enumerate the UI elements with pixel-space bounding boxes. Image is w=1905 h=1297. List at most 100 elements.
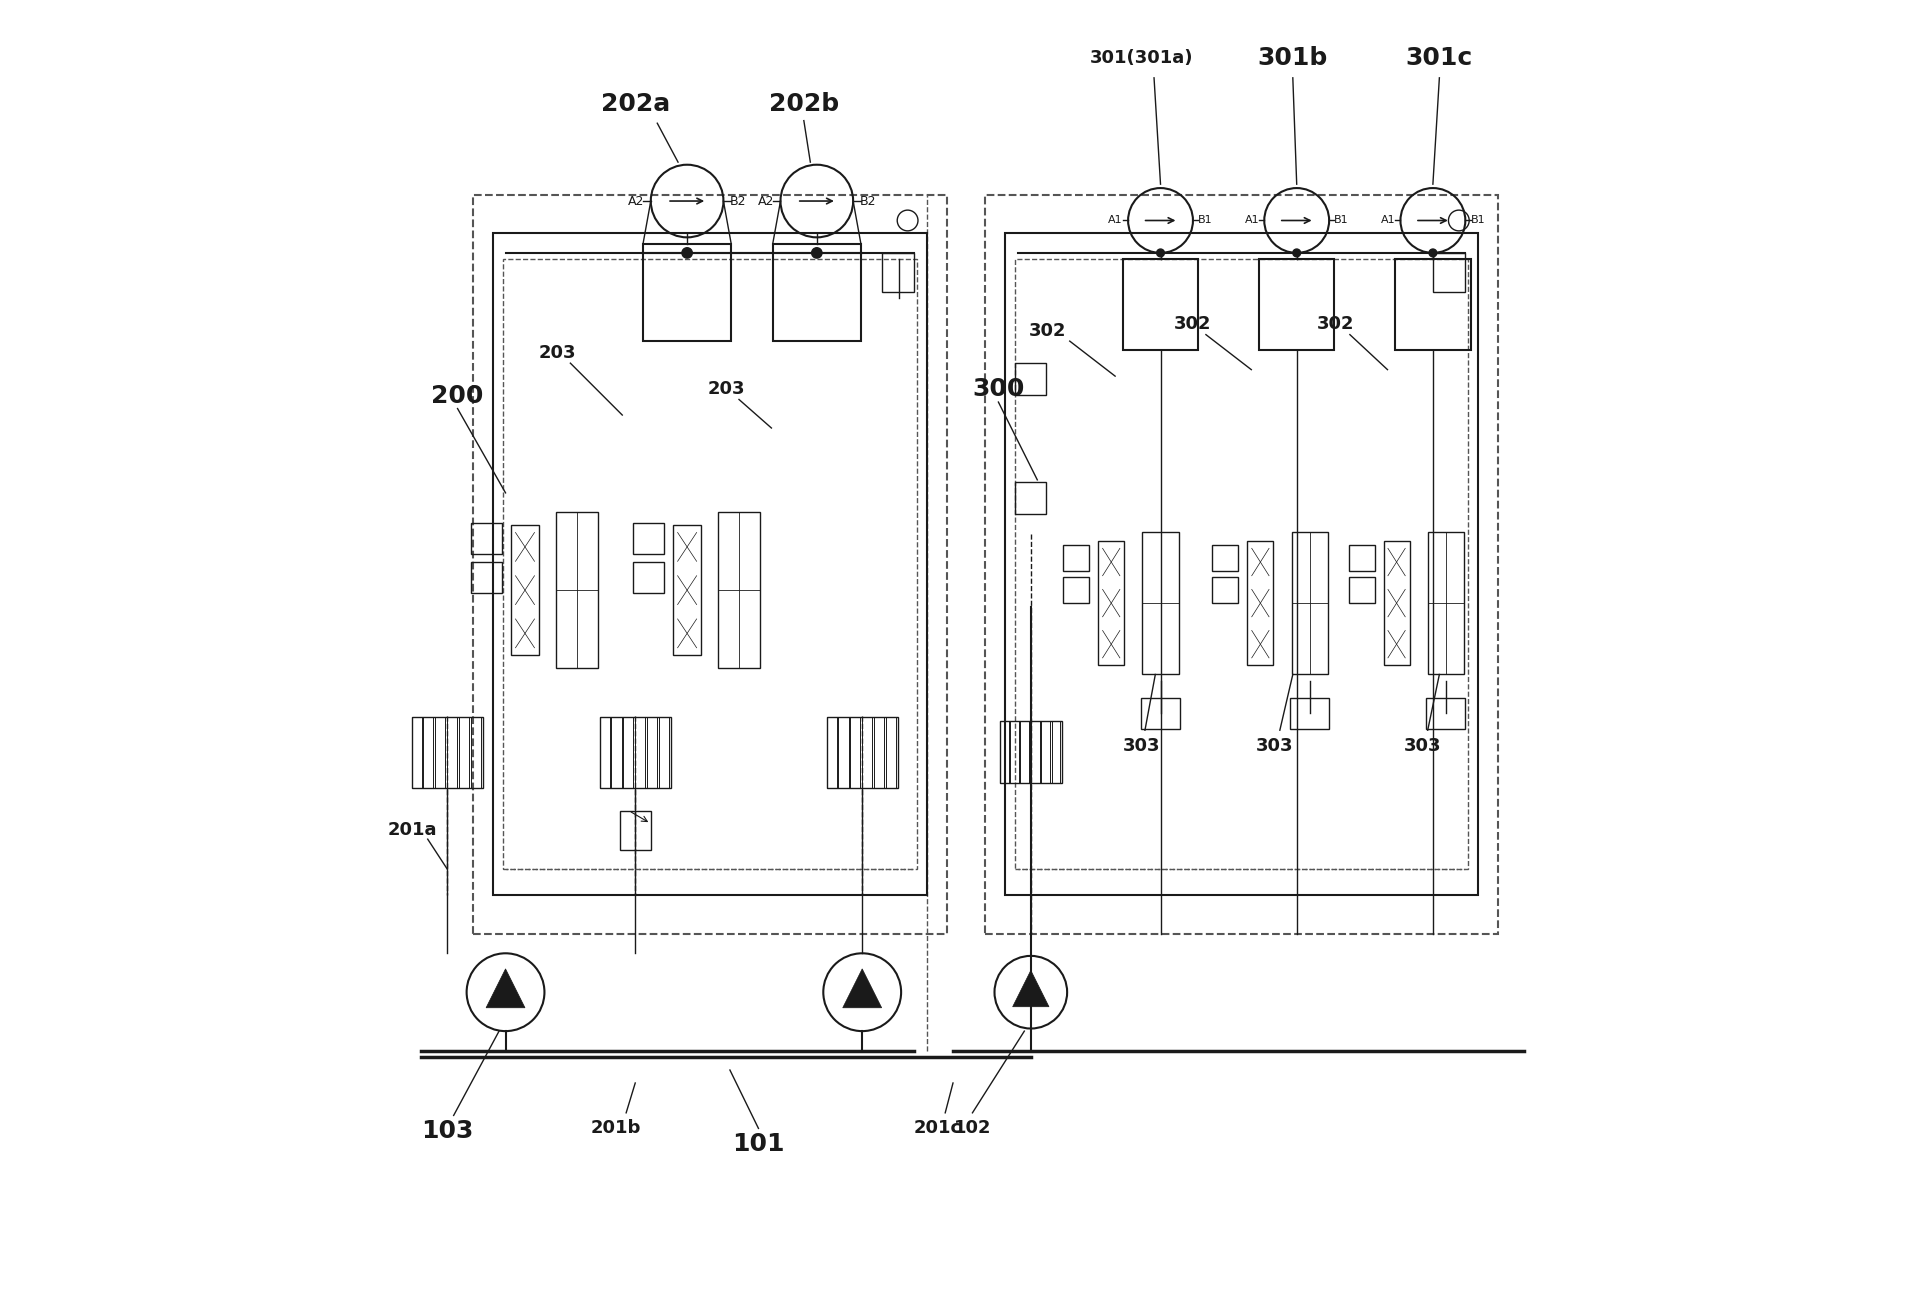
- Bar: [1290, 698, 1328, 729]
- Bar: [1259, 259, 1334, 350]
- Text: 203: 203: [707, 380, 745, 398]
- Text: 301(301a): 301(301a): [1090, 49, 1193, 67]
- Bar: [861, 717, 872, 789]
- Bar: [1052, 721, 1059, 783]
- Bar: [632, 562, 663, 593]
- Circle shape: [682, 248, 692, 258]
- Bar: [623, 717, 632, 789]
- Bar: [471, 523, 501, 554]
- Text: 302: 302: [1316, 315, 1354, 333]
- Bar: [1010, 721, 1019, 783]
- Text: 102: 102: [952, 1119, 991, 1137]
- Bar: [1141, 698, 1179, 729]
- Text: B1: B1: [1471, 215, 1484, 226]
- Bar: [1063, 545, 1088, 571]
- Polygon shape: [486, 969, 524, 1008]
- Bar: [882, 253, 914, 292]
- Text: 201a: 201a: [387, 821, 436, 839]
- Bar: [1425, 698, 1465, 729]
- Bar: [874, 717, 884, 789]
- Bar: [619, 811, 650, 850]
- Bar: [659, 717, 669, 789]
- Text: 103: 103: [421, 1119, 472, 1143]
- Bar: [1383, 542, 1410, 664]
- Bar: [423, 717, 432, 789]
- Bar: [648, 717, 657, 789]
- Bar: [838, 717, 848, 789]
- Bar: [471, 717, 480, 789]
- Bar: [434, 717, 446, 789]
- Bar: [1212, 577, 1238, 603]
- Bar: [600, 717, 610, 789]
- Text: 302: 302: [1029, 322, 1067, 340]
- Text: 301b: 301b: [1257, 47, 1328, 70]
- Text: 301c: 301c: [1406, 47, 1473, 70]
- Text: A2: A2: [627, 195, 644, 208]
- Bar: [1040, 721, 1050, 783]
- Text: B2: B2: [859, 195, 876, 208]
- Text: 300: 300: [972, 377, 1025, 401]
- Bar: [1349, 577, 1374, 603]
- Bar: [1097, 542, 1124, 664]
- Polygon shape: [842, 969, 882, 1008]
- Bar: [411, 717, 482, 789]
- Text: 302: 302: [1173, 315, 1212, 333]
- Bar: [511, 525, 539, 655]
- Bar: [1427, 532, 1463, 674]
- Polygon shape: [1012, 970, 1048, 1006]
- Bar: [642, 244, 732, 341]
- Bar: [1394, 259, 1471, 350]
- Bar: [556, 512, 598, 668]
- Text: 201c: 201c: [912, 1119, 960, 1137]
- Bar: [886, 717, 895, 789]
- Text: 200: 200: [431, 384, 484, 407]
- Bar: [459, 717, 469, 789]
- Text: 202b: 202b: [768, 92, 838, 115]
- Bar: [411, 717, 421, 789]
- Text: 203: 203: [539, 344, 575, 362]
- Bar: [1433, 253, 1465, 292]
- Circle shape: [812, 248, 821, 258]
- Bar: [772, 244, 861, 341]
- Bar: [634, 717, 646, 789]
- Bar: [1122, 259, 1198, 350]
- Bar: [1063, 577, 1088, 603]
- Text: A1: A1: [1379, 215, 1394, 226]
- Bar: [600, 717, 671, 789]
- Bar: [471, 562, 501, 593]
- Text: 303: 303: [1402, 737, 1440, 755]
- Bar: [850, 717, 859, 789]
- Bar: [1292, 532, 1328, 674]
- Bar: [632, 523, 663, 554]
- Text: 101: 101: [732, 1132, 785, 1156]
- Bar: [672, 525, 701, 655]
- Bar: [998, 721, 1061, 783]
- Text: B2: B2: [730, 195, 747, 208]
- Circle shape: [1156, 249, 1164, 257]
- Bar: [1015, 482, 1046, 514]
- Text: 202a: 202a: [600, 92, 669, 115]
- Text: 303: 303: [1255, 737, 1293, 755]
- Text: B1: B1: [1198, 215, 1212, 226]
- Text: A1: A1: [1244, 215, 1259, 226]
- Bar: [448, 717, 457, 789]
- Text: A2: A2: [758, 195, 773, 208]
- Bar: [1019, 721, 1029, 783]
- Circle shape: [1292, 249, 1299, 257]
- Text: A1: A1: [1107, 215, 1122, 226]
- Bar: [827, 717, 836, 789]
- Bar: [1212, 545, 1238, 571]
- Bar: [718, 512, 760, 668]
- Bar: [1031, 721, 1038, 783]
- Text: 303: 303: [1122, 737, 1160, 755]
- Bar: [612, 717, 621, 789]
- Text: 201b: 201b: [591, 1119, 640, 1137]
- Bar: [998, 721, 1008, 783]
- Circle shape: [1429, 249, 1436, 257]
- Text: B1: B1: [1334, 215, 1349, 226]
- Bar: [827, 717, 897, 789]
- Bar: [1349, 545, 1374, 571]
- Bar: [1246, 542, 1273, 664]
- Bar: [1141, 532, 1177, 674]
- Bar: [1015, 363, 1046, 394]
